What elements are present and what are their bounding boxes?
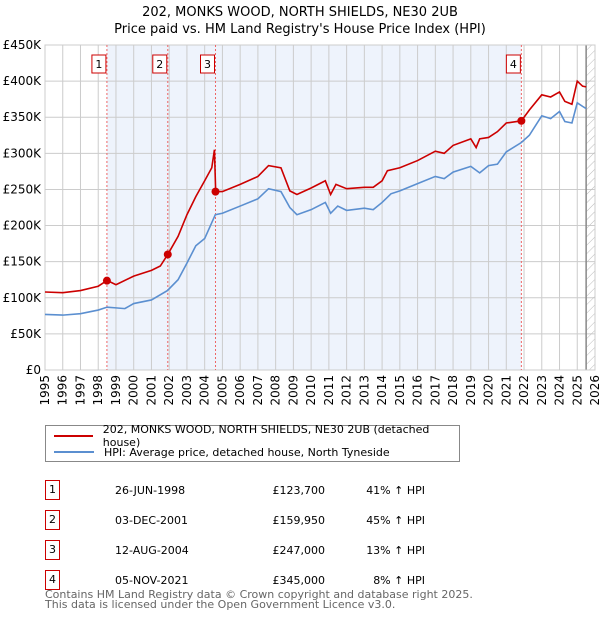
y-tick-label: £350K [3,110,43,124]
table-row: 4 05-NOV-2021 £345,000 8% ↑ HPI [45,565,425,595]
x-tick-label: 2015 [393,375,407,406]
chart-title: 202, MONKS WOOD, NORTH SHIELDS, NE30 2UB… [0,4,600,38]
legend-label: HPI: Average price, detached house, Nort… [104,445,390,459]
sale-label-box [200,54,215,74]
sale-label-box [91,54,107,74]
sale-hpi-diff: 8% ↑ HPI [373,573,425,587]
sale-label-box [152,54,168,74]
x-tick-label: 1999 [109,375,123,406]
y-tick-label: £150K [3,255,43,269]
x-tick-label: 2026 [588,375,600,406]
x-tick-label: 1998 [91,375,105,406]
x-tick-label: 2011 [322,375,336,406]
sales-table: 1 26-JUN-1998 £123,700 41% ↑ HPI 2 03-DEC… [45,475,425,595]
y-tick-label: £100K [3,291,43,305]
sale-marker-box: 1 [45,480,60,500]
x-tick-label: 2006 [233,375,247,406]
x-tick-label: 2012 [340,375,354,406]
sale-date: 12-AUG-2004 [115,543,189,557]
y-tick-label: £200K [3,219,43,233]
y-tick-label: £300K [3,146,43,160]
sale-hpi-diff: 45% ↑ HPI [366,513,425,527]
x-tick-label: 2016 [411,375,425,406]
price-chart: £0 £50K £100K £150K £200K £250K £300K £350K £400… [3,38,600,406]
legend-item-blue: HPI: Average price, detached house, Nort… [54,444,390,460]
blue-line-swatch [54,451,94,453]
x-tick-label: 2000 [127,375,141,406]
x-tick-label: 2024 [553,375,567,406]
x-tick-label: 2002 [162,375,176,406]
footer-line: This data is licensed under the Open Gov… [45,598,396,611]
x-tick-label: 2025 [570,375,584,406]
sale-price: £345,000 [272,573,326,587]
x-tick-label: 2021 [499,375,513,406]
x-tick-label: 1997 [73,375,87,406]
sale-date: 03-DEC-2001 [115,513,189,527]
sale-point [163,250,172,259]
sale-label: 2 [156,58,163,71]
y-tick-label: £450K [3,38,43,52]
red-line-swatch [54,435,93,437]
sale-price: £247,000 [272,543,326,557]
x-tick-label: 2022 [517,375,531,406]
sale-point [102,276,111,285]
x-tick-label: 2020 [482,375,496,406]
sale-marker-box: 3 [45,540,60,560]
sale-label-box [505,54,521,74]
x-tick-label: 2001 [144,375,158,406]
y-tick-label: £0 [26,363,41,377]
forecast-hatch [586,45,595,370]
x-tick-label: 1995 [38,375,52,406]
sale-point [517,116,526,125]
table-row: 1 26-JUN-1998 £123,700 41% ↑ HPI [45,475,425,505]
y-tick-label: £250K [3,182,43,196]
x-tick-label: 2014 [375,375,389,406]
x-tick-label: 2005 [215,375,229,406]
y-tick-label: £50K [10,327,42,341]
x-tick-label: 2004 [198,375,212,406]
x-tick-label: 2009 [286,375,300,406]
sale-label: 1 [95,58,102,71]
legend: 202, MONKS WOOD, NORTH SHIELDS, NE30 2UB… [45,423,460,462]
sale-point [211,187,220,196]
sale-marker-box: 4 [45,570,60,590]
title-line: 202, MONKS WOOD, NORTH SHIELDS, NE30 2UB [142,5,458,20]
footer-line: Contains HM Land Registry data © Crown c… [45,588,473,601]
sale-date: 05-NOV-2021 [115,573,189,587]
sale-price: £159,950 [272,513,326,527]
sale-hpi-diff: 41% ↑ HPI [366,483,425,497]
x-tick-label: 2008 [269,375,283,406]
blue-series-line [44,101,587,316]
x-tick-label: 2013 [357,375,371,406]
x-tick-label: 2023 [535,375,549,406]
footer: Contains HM Land Registry data © Crown c… [45,588,473,611]
legend-item-red: 202, MONKS WOOD, NORTH SHIELDS, NE30 2UB… [54,423,459,449]
sale-price: £123,700 [272,483,326,497]
x-tick-label: 2010 [304,375,318,406]
sale-label: 3 [204,58,211,71]
sale-date: 26-JUN-1998 [115,483,186,497]
subtitle-line: Price paid vs. HM Land Registry's House … [114,22,486,37]
x-tick-label: 2018 [446,375,460,406]
plot-frame [44,44,596,371]
legend-label: 202, MONKS WOOD, NORTH SHIELDS, NE30 2UB… [102,423,430,449]
table-row: 2 03-DEC-2001 £159,950 45% ↑ HPI [45,505,425,535]
sale-label: 4 [510,58,517,71]
x-tick-label: 2019 [464,375,478,406]
sale-hpi-diff: 13% ↑ HPI [366,543,425,557]
table-row: 3 12-AUG-2004 £247,000 13% ↑ HPI [45,535,425,565]
y-tick-label: £400K [3,74,43,88]
x-tick-label: 2007 [251,375,265,406]
sale-marker-box: 2 [45,510,60,530]
x-tick-label: 1996 [56,375,70,406]
x-tick-label: 2003 [180,375,194,406]
x-tick-label: 2017 [428,375,442,406]
